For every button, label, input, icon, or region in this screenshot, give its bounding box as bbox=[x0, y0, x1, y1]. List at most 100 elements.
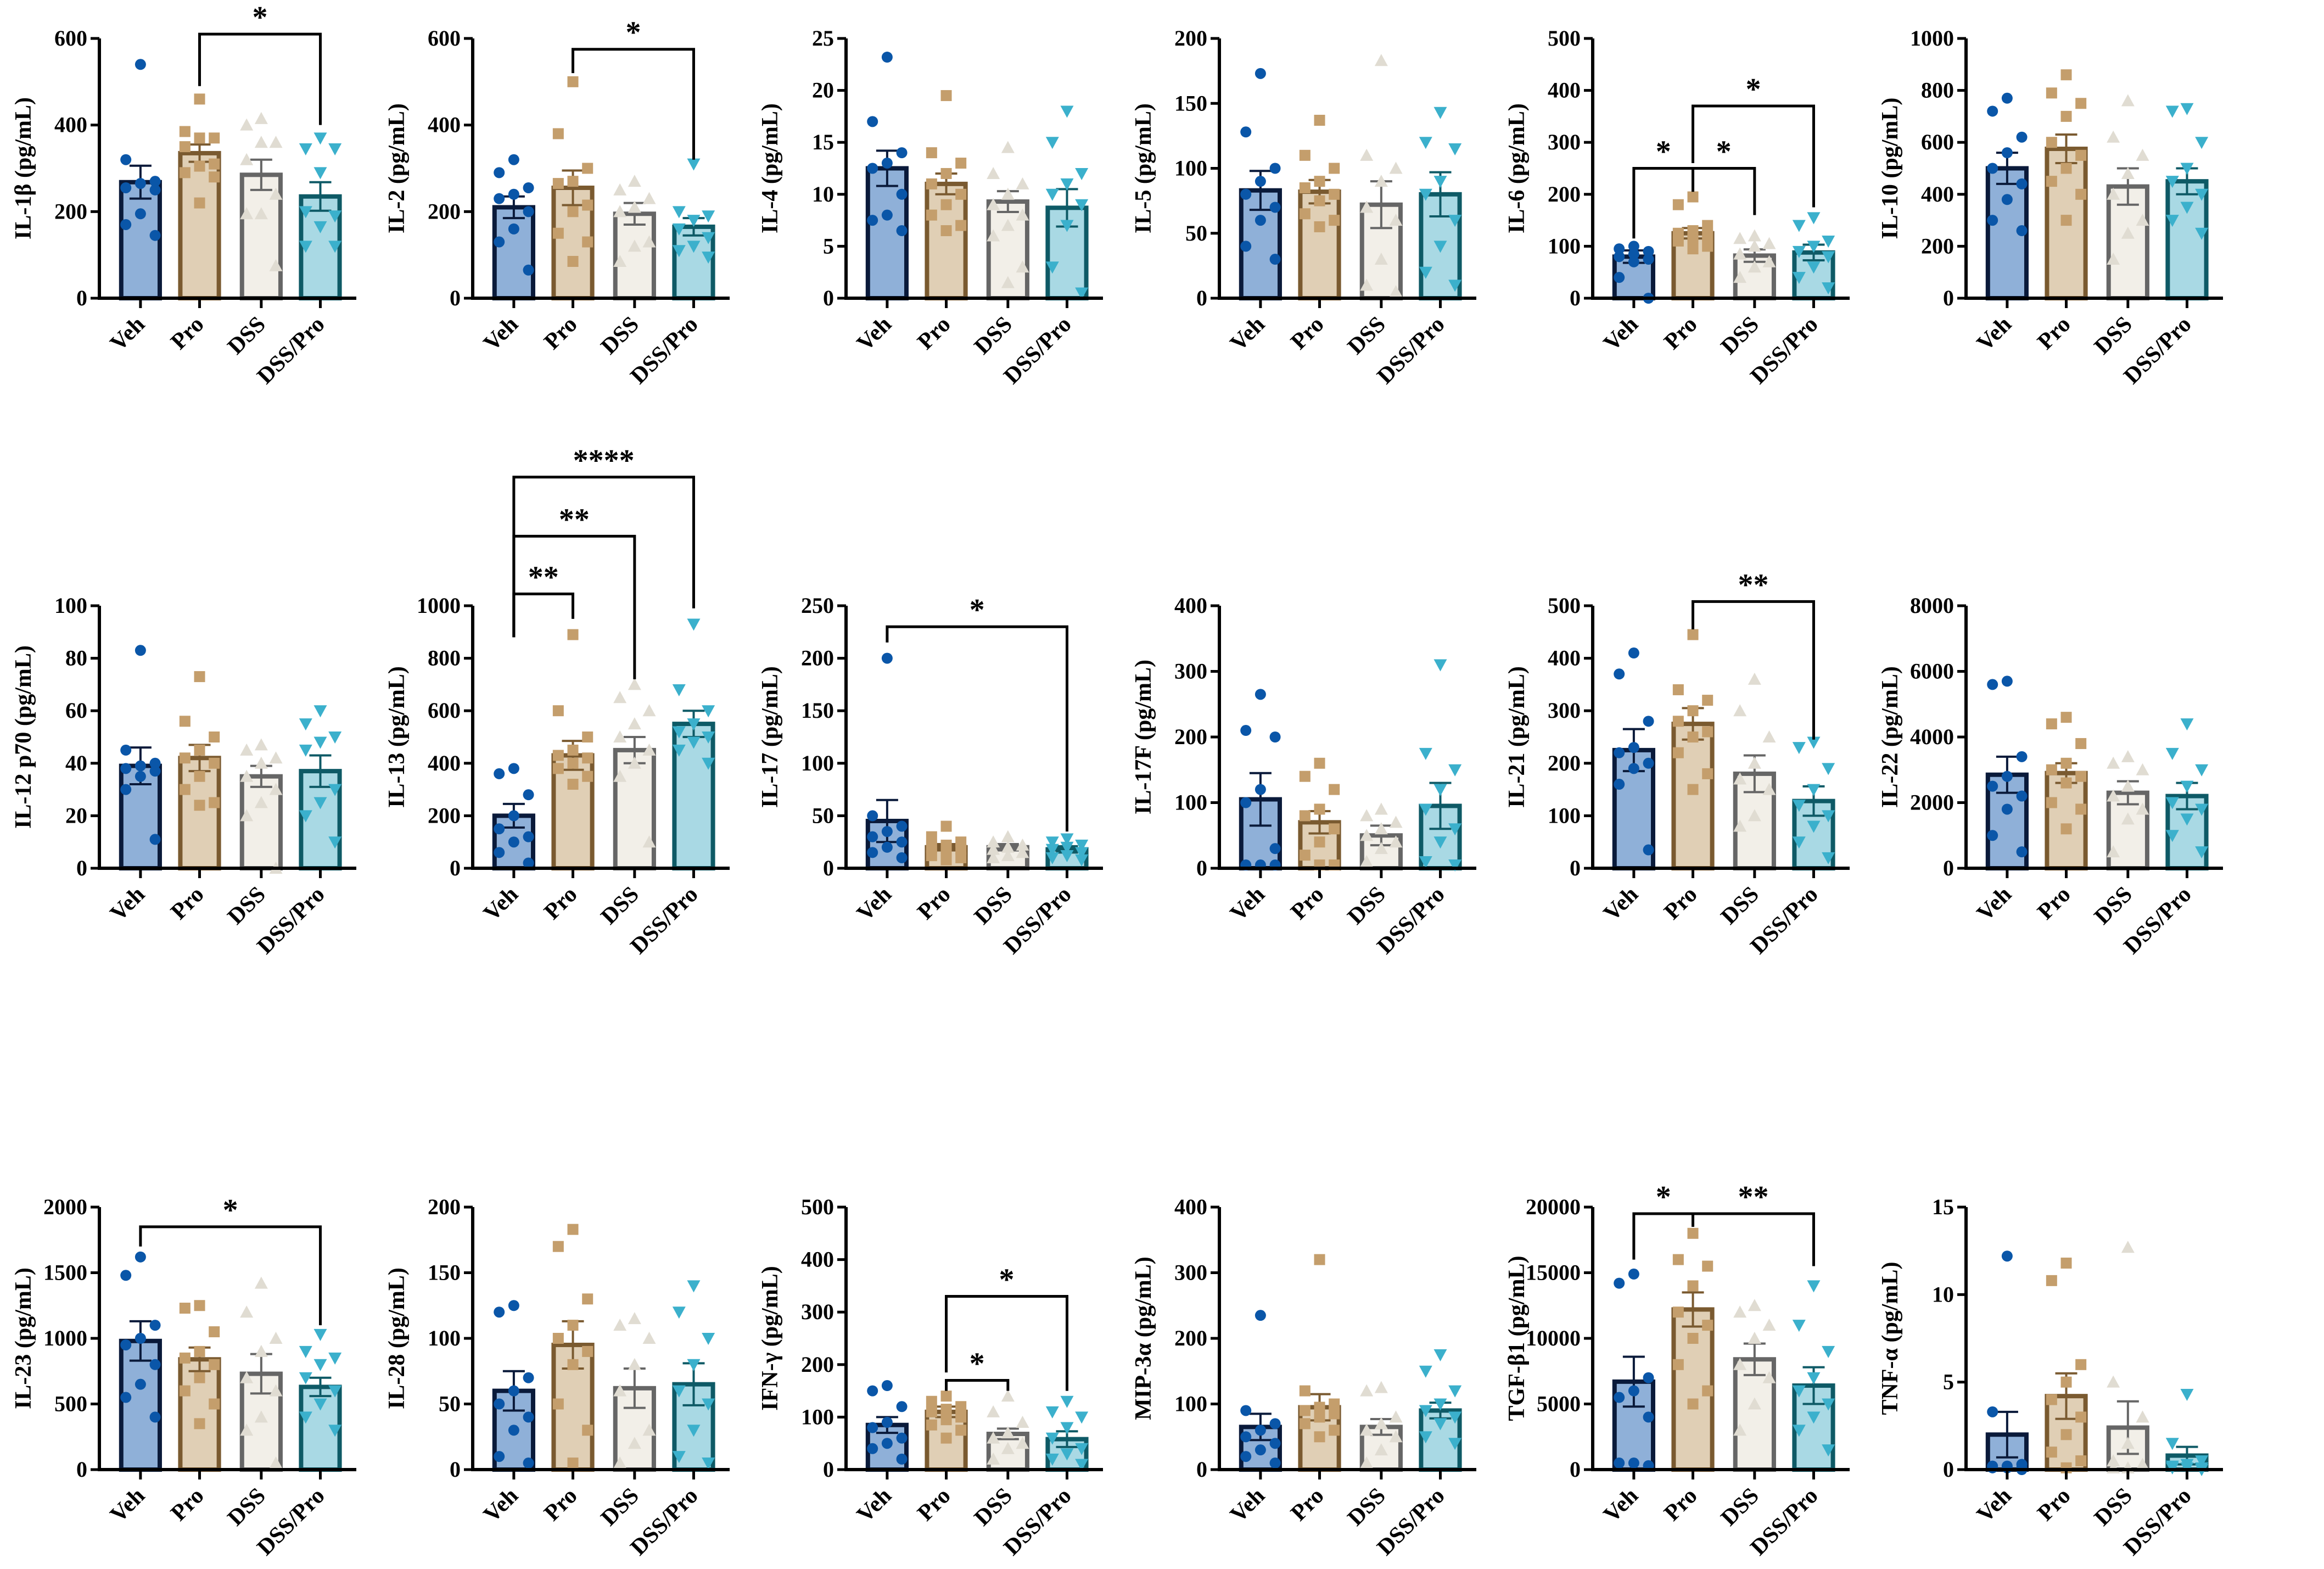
data-point bbox=[955, 1425, 967, 1436]
data-point bbox=[1016, 838, 1029, 851]
data-point bbox=[2195, 764, 2209, 777]
data-point bbox=[702, 1333, 715, 1345]
data-point bbox=[120, 154, 132, 165]
data-point bbox=[567, 176, 579, 187]
data-point bbox=[1733, 819, 1747, 832]
x-tick-label: DSS bbox=[970, 312, 1017, 360]
x-tick-label: Veh bbox=[105, 312, 150, 356]
y-tick-label: 100 bbox=[1174, 156, 1207, 181]
error-bar bbox=[2116, 1400, 2139, 1455]
data-point bbox=[1240, 1405, 1252, 1416]
data-point bbox=[149, 184, 161, 196]
data-point bbox=[194, 671, 205, 683]
data-point bbox=[1389, 1430, 1403, 1443]
data-point bbox=[1314, 1431, 1325, 1443]
significance-label: * bbox=[1716, 135, 1732, 169]
data-point bbox=[1792, 1320, 1806, 1332]
significance-bracket bbox=[512, 592, 575, 638]
data-point bbox=[1045, 836, 1059, 849]
data-point bbox=[135, 178, 146, 189]
data-point bbox=[867, 810, 878, 822]
data-point bbox=[194, 197, 205, 209]
data-point bbox=[672, 744, 686, 757]
error-bar bbox=[1622, 728, 1645, 773]
significance-bracket bbox=[945, 1295, 1068, 1391]
data-point bbox=[1672, 1254, 1684, 1265]
y-tick-label: 500 bbox=[1548, 593, 1581, 618]
data-point bbox=[1614, 779, 1625, 790]
data-point bbox=[1448, 823, 1462, 836]
data-point bbox=[1733, 1423, 1747, 1436]
x-tick-label: DSS bbox=[596, 1483, 644, 1531]
x-tick-label: Pro bbox=[1659, 312, 1702, 355]
data-point bbox=[494, 823, 505, 835]
data-point bbox=[240, 769, 254, 782]
data-point bbox=[867, 215, 878, 226]
error-bar bbox=[2176, 1445, 2198, 1466]
y-axis-label: IL-12 p70 (pg/mL) bbox=[11, 645, 36, 829]
significance-label: * bbox=[1746, 72, 1761, 107]
data-point bbox=[1762, 730, 1776, 742]
data-point bbox=[2121, 94, 2135, 107]
data-point bbox=[567, 779, 579, 790]
data-point bbox=[940, 854, 952, 866]
y-tick-label: 300 bbox=[1548, 130, 1581, 154]
data-point bbox=[1255, 215, 1266, 226]
data-point bbox=[1299, 149, 1311, 161]
data-point bbox=[1360, 809, 1374, 822]
y-tick-label: 0 bbox=[823, 286, 834, 310]
data-point bbox=[328, 1425, 342, 1437]
data-point bbox=[1748, 1332, 1761, 1344]
data-point bbox=[1001, 1389, 1015, 1402]
data-point bbox=[1255, 1310, 1266, 1321]
data-point bbox=[702, 1458, 715, 1470]
data-point bbox=[1255, 784, 1266, 795]
x-tick-label: DSS bbox=[1716, 312, 1764, 360]
data-point bbox=[867, 163, 878, 174]
data-point bbox=[867, 1443, 878, 1454]
y-tick-label: 400 bbox=[1921, 182, 1954, 206]
x-tick-label: Veh bbox=[1972, 882, 2017, 926]
data-point bbox=[209, 171, 220, 183]
data-point bbox=[955, 844, 967, 855]
data-point bbox=[2016, 751, 2028, 762]
data-point bbox=[1360, 148, 1374, 161]
data-point bbox=[1733, 232, 1747, 244]
data-point bbox=[1822, 763, 1835, 775]
data-point bbox=[642, 1332, 656, 1344]
y-tick-label: 50 bbox=[439, 1392, 461, 1416]
data-point bbox=[1075, 287, 1089, 300]
data-point bbox=[896, 836, 908, 848]
y-tick-label: 25 bbox=[812, 26, 834, 51]
x-tick-label: DSS bbox=[2090, 312, 2137, 360]
data-point bbox=[2060, 1429, 2072, 1440]
data-point bbox=[702, 705, 715, 718]
data-point bbox=[1060, 1422, 1074, 1434]
data-point bbox=[1419, 1431, 1432, 1444]
y-tick-label: 200 bbox=[1174, 1326, 1207, 1350]
data-point bbox=[1060, 850, 1074, 863]
data-point bbox=[2107, 1454, 2120, 1467]
data-point bbox=[672, 1451, 686, 1464]
data-point bbox=[1255, 1425, 1266, 1436]
significance-label: * bbox=[626, 16, 641, 50]
error-bar bbox=[1249, 1412, 1272, 1442]
data-point bbox=[1314, 195, 1325, 206]
data-point bbox=[2060, 215, 2072, 226]
data-point bbox=[582, 1345, 593, 1357]
data-point bbox=[2121, 1241, 2135, 1253]
data-point bbox=[987, 229, 1000, 242]
data-point bbox=[1314, 1402, 1325, 1413]
data-point bbox=[552, 1398, 564, 1410]
data-point bbox=[896, 1432, 908, 1444]
y-tick-label: 100 bbox=[54, 593, 87, 618]
y-tick-label: 500 bbox=[801, 1194, 834, 1219]
significance-label: ** bbox=[528, 560, 559, 594]
data-point bbox=[1762, 1319, 1776, 1331]
y-tick-label: 1500 bbox=[43, 1260, 87, 1285]
data-point bbox=[523, 264, 534, 276]
data-point bbox=[1045, 1453, 1059, 1466]
data-point bbox=[1001, 830, 1015, 842]
x-tick-label: Veh bbox=[1599, 1483, 1643, 1528]
